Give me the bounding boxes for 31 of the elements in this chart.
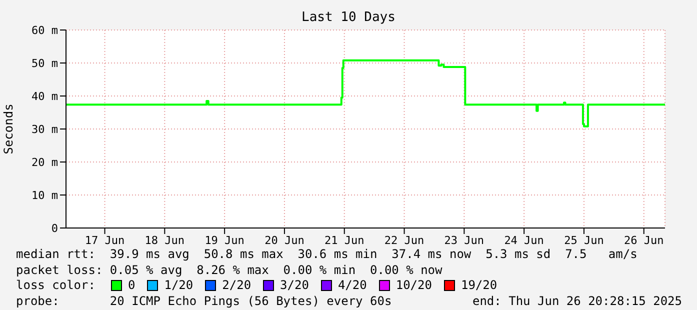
y-axis-title: Seconds <box>1 104 16 154</box>
y-tick-label: 60 m <box>32 24 58 37</box>
x-tick-label: 21 Jun <box>324 234 364 247</box>
y-tick-label: 30 m <box>32 122 58 136</box>
legend-label: 19/20 <box>460 278 498 294</box>
y-tick-label: 10 m <box>32 188 58 202</box>
y-tick-label: 20 m <box>32 156 58 169</box>
text: end: Thu Jun 26 20:28:15 2025 <box>472 294 682 309</box>
legend-label: 4/20 <box>336 278 367 294</box>
legend-label: 2/20 <box>221 278 252 294</box>
x-tick-label: 20 Jun <box>264 234 304 247</box>
legend-label: 0 <box>127 278 136 294</box>
x-tick-label: 24 Jun <box>504 234 544 247</box>
x-tick-label: 22 Jun <box>384 234 424 247</box>
legend-label: 1/20 <box>163 278 194 294</box>
x-tick-label: 26 Jun <box>624 234 664 247</box>
legend-title: loss color: <box>16 278 96 294</box>
legend-label: 10/20 <box>394 278 432 294</box>
x-tick-label: 17 Jun <box>84 234 125 247</box>
x-tick-label: 23 Jun <box>444 234 484 247</box>
chart-title: Last 10 Days <box>300 10 396 25</box>
text: packet loss: 0.05 % avg 8.26 % max 0.00 % min 0.00 % now <box>16 262 444 278</box>
x-tick-label: 19 Jun <box>204 234 244 247</box>
x-tick-label: 18 Jun <box>144 234 185 247</box>
y-tick-label: 50 m <box>32 56 58 70</box>
x-tick-label: 25 Jun <box>564 234 604 247</box>
legend-label: 3/20 <box>279 278 309 294</box>
y-tick-label: 0 <box>51 222 58 235</box>
y-tick-label: 40 m <box>32 90 58 103</box>
text: median rtt: 39.9 ms avg 50.8 ms max 30.6 ms min 37.4 ms now 5.3 ms sd 7.5 am/s <box>16 247 638 262</box>
text: probe: 20 ICMP Echo Pings (56 Bytes) every 60s <box>16 294 392 309</box>
